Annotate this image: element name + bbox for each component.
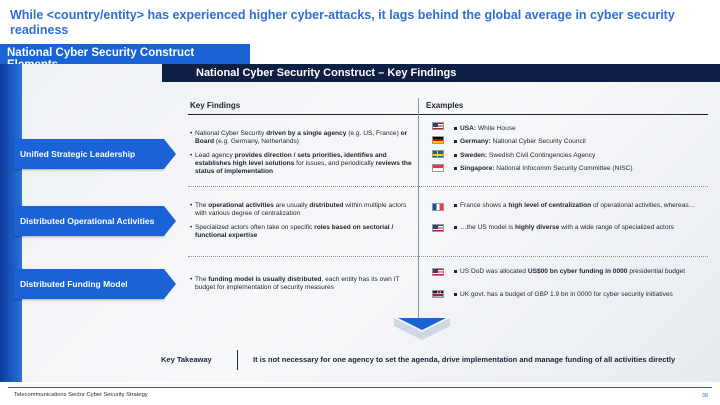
example-item: France shows a high level of centralizat… <box>454 202 714 210</box>
takeaway-divider <box>237 350 238 370</box>
footer-rule <box>8 387 712 388</box>
finding-text: The funding model is usually distributed… <box>195 276 400 292</box>
footer-text: Telecommunications Sector Cyber Security… <box>14 392 148 398</box>
example-text: France shows a high level of centralizat… <box>460 202 696 209</box>
finding-text: Lead agency provides direction / sets pr… <box>195 152 412 176</box>
example-text: …the US model is highly diverse with a w… <box>460 224 675 231</box>
finding-text: National Cyber Security driven by a sing… <box>195 130 408 146</box>
example-text: Sweden: Swedish Civil Contingencies Agen… <box>460 152 596 159</box>
france-flag-icon <box>432 203 444 211</box>
content-panel: National Cyber Security Construct – Key … <box>14 64 720 382</box>
findings-band-title: National Cyber Security Construct – Key … <box>180 64 720 82</box>
row-label-distributed-funding-model: Distributed Funding Model <box>14 269 176 299</box>
row-label-unified-strategic-leadership: Unified Strategic Leadership <box>14 139 176 169</box>
finding-text: Specialized actors often take on specifi… <box>195 224 394 240</box>
example-text: USA: White House <box>460 125 516 132</box>
example-text: US DoD was allocated US$00 bn cyber fund… <box>460 268 686 275</box>
band-notch <box>162 64 180 82</box>
finding-item: • National Cyber Security driven by a sin… <box>190 130 412 146</box>
example-item: USA: White House <box>454 125 714 133</box>
example-item: US DoD was allocated US$00 bn cyber fund… <box>454 268 714 276</box>
section-tab: National Cyber Security Construct Elemen… <box>0 44 250 71</box>
example-item: Germany: National Cyber Security Council <box>454 138 714 146</box>
column-divider <box>418 98 419 318</box>
example-item: UK govt. has a budget of GBP 1.9 bn in 0… <box>454 291 714 299</box>
example-text: Singapore: National Infocomm Security Co… <box>460 165 633 172</box>
example-item: Sweden: Swedish Civil Contingencies Agen… <box>454 152 714 160</box>
finding-item: • The funding model is usually distribute… <box>190 276 412 292</box>
germany-flag-icon <box>432 136 444 144</box>
slide-title: While <country/entity> has experienced h… <box>10 8 675 37</box>
example-text: Germany: National Cyber Security Council <box>460 138 586 145</box>
header-rule <box>188 114 708 115</box>
key-takeaway-text: It is not necessary for one agency to se… <box>253 355 676 364</box>
finding-item: • Specialized actors often take on specif… <box>190 224 412 240</box>
example-item: Singapore: National Infocomm Security Co… <box>454 165 714 173</box>
uk-flag-icon <box>432 290 444 298</box>
chevron-down-icon <box>394 318 450 340</box>
column-header-findings: Key Findings <box>190 101 241 110</box>
row-label-distributed-operational-activities: Distributed Operational Activities <box>14 206 176 236</box>
row-separator <box>188 256 708 257</box>
example-item: …the US model is highly diverse with a w… <box>454 224 714 232</box>
example-text: UK govt. has a budget of GBP 1.9 bn in 0… <box>460 291 673 298</box>
finding-item: • Lead agency provides direction / sets p… <box>190 152 412 176</box>
key-takeaway-label: Key Takeaway <box>161 355 212 364</box>
us-flag-icon <box>432 224 444 232</box>
finding-text: The operational activities are usually d… <box>195 202 407 218</box>
us-flag-icon <box>432 122 444 130</box>
page-number: 38 <box>701 393 708 399</box>
finding-item: • The operational activities are usually … <box>190 202 412 218</box>
sweden-flag-icon <box>432 150 444 158</box>
singapore-flag-icon <box>432 164 444 172</box>
column-header-examples: Examples <box>426 101 464 110</box>
row-separator <box>188 186 708 187</box>
us-flag-icon <box>432 268 444 276</box>
